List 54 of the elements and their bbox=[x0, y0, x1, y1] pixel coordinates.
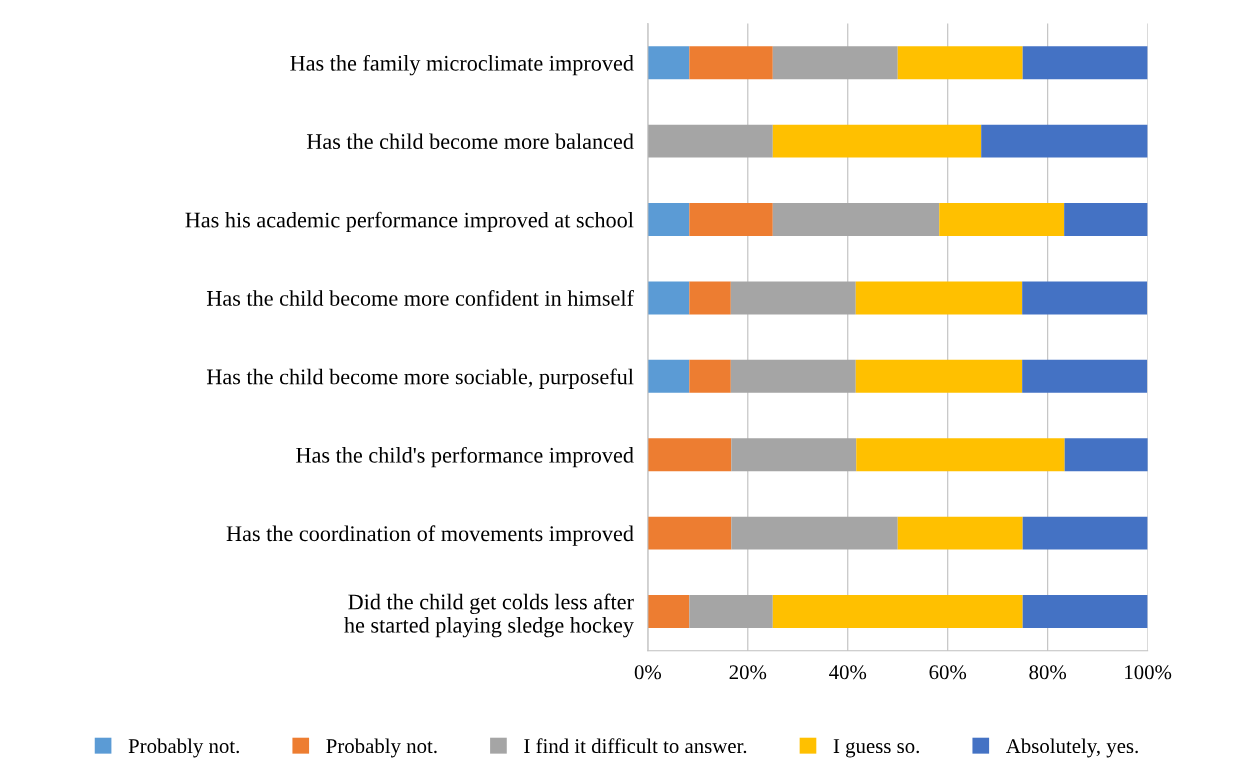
bar bbox=[689, 595, 773, 628]
bar bbox=[855, 359, 1023, 393]
x-tick-label: 20% bbox=[729, 665, 767, 680]
bar bbox=[1064, 438, 1148, 472]
bar bbox=[981, 124, 1148, 158]
bar bbox=[647, 516, 732, 550]
bar bbox=[855, 281, 1023, 315]
bar bbox=[897, 516, 1023, 550]
legend-label: I guess so. bbox=[833, 739, 919, 758]
legend-label: Probably not. bbox=[326, 738, 437, 758]
y-tick-label: Has the coordination of movements improved bbox=[226, 525, 634, 546]
bar bbox=[647, 359, 690, 393]
bar bbox=[689, 359, 731, 393]
bar bbox=[1064, 203, 1148, 236]
legend-label: Absolutely, yes. bbox=[1005, 738, 1138, 758]
bar bbox=[647, 281, 690, 315]
bar bbox=[647, 46, 690, 80]
bar bbox=[1022, 359, 1148, 393]
bar bbox=[689, 281, 731, 315]
y-tick-label: Has the family microclimate improved bbox=[290, 54, 634, 76]
bar bbox=[647, 203, 690, 236]
bar bbox=[772, 203, 940, 236]
bar bbox=[772, 124, 982, 158]
bar bbox=[731, 516, 898, 550]
x-tick-label: 100% bbox=[1125, 665, 1172, 680]
bar bbox=[939, 203, 1065, 236]
bar bbox=[731, 438, 857, 472]
y-tick-label: Has the child's performance improved bbox=[296, 446, 634, 468]
y-tick-label: Has the child become more balanced bbox=[306, 133, 634, 150]
legend-label: Probably not. bbox=[128, 738, 239, 758]
bar bbox=[897, 46, 1023, 80]
y-tick-label: Has the child become more sociable, purposeful bbox=[206, 368, 634, 389]
bar bbox=[689, 46, 773, 80]
x-tick-label: 60% bbox=[929, 665, 967, 680]
x-tick-label: 80% bbox=[1029, 665, 1067, 680]
bar bbox=[1022, 595, 1148, 628]
bar bbox=[856, 438, 1065, 472]
bar bbox=[647, 595, 690, 628]
bar bbox=[689, 203, 773, 236]
bar bbox=[772, 46, 898, 80]
x-tick-label: 40% bbox=[829, 665, 867, 680]
y-tick-label: Has his academic performance improved at school bbox=[185, 211, 634, 233]
y-tick-label: Did the child get colds less after he started playing sledge hockey bbox=[344, 593, 634, 638]
bar bbox=[730, 359, 856, 393]
x-tick-label: 0% bbox=[634, 665, 662, 680]
bar bbox=[772, 595, 1023, 628]
bar bbox=[647, 438, 732, 472]
y-tick-label: Has the child become more confident in himself bbox=[206, 289, 634, 306]
bar bbox=[1022, 281, 1148, 315]
bar bbox=[1022, 516, 1148, 550]
legend-label: I find it difficult to answer. bbox=[524, 738, 747, 754]
bar bbox=[1022, 46, 1148, 80]
bar bbox=[730, 281, 856, 315]
bar bbox=[647, 124, 773, 158]
